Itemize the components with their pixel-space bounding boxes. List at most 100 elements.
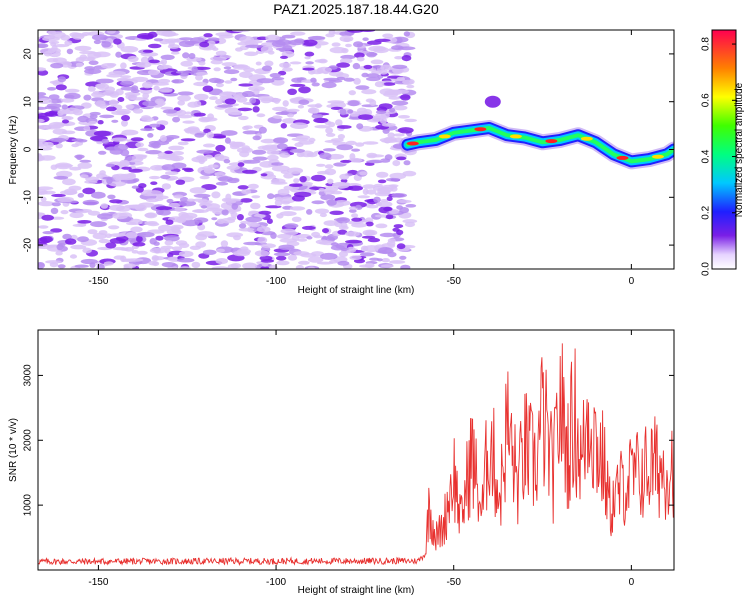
spectrogram-noise-speckle — [351, 213, 359, 219]
spectrogram-noise-speckle — [310, 77, 317, 83]
spectrogram-noise-speckle — [247, 183, 259, 190]
spectrogram-noise-speckle — [356, 56, 365, 62]
spectrogram-noise-speckle — [70, 244, 87, 250]
spectrogram-noise-speckle — [75, 62, 84, 68]
spectrogram-noise-speckle — [240, 220, 250, 225]
spectrogram-noise-speckle — [224, 137, 231, 144]
spectrogram-noise-speckle — [136, 235, 143, 243]
spectrogram-noise-speckle — [177, 91, 194, 96]
spectrogram-noise-speckle — [379, 69, 388, 75]
spectrogram-noise-speckle — [382, 128, 390, 134]
spectrogram-noise-speckle — [376, 171, 389, 178]
spectrogram-noise-speckle — [307, 104, 323, 108]
spectrogram-noise-speckle — [51, 202, 61, 207]
spectrogram-noise-speckle — [330, 106, 344, 110]
spectrogram-noise-speckle — [356, 107, 368, 114]
spectrogram-noise-speckle — [371, 65, 382, 69]
spectrogram-noise-speckle — [374, 81, 385, 88]
spectrogram-noise-speckle — [243, 159, 261, 164]
spectrogram-noise-speckle — [38, 92, 47, 97]
spectrogram-noise-speckle — [111, 110, 130, 116]
spectrogram-noise-speckle — [39, 48, 56, 54]
spectrogram-noise-speckle — [213, 67, 221, 72]
spectrogram-noise-speckle — [258, 210, 272, 215]
spectrogram-noise-speckle — [245, 44, 263, 49]
spectrogram-noise-speckle — [307, 36, 326, 40]
spectrogram-noise-speckle — [328, 30, 336, 35]
spectrogram-noise-speckle — [69, 166, 82, 171]
spectrogram-noise-speckle — [128, 168, 143, 173]
spectrogram-noise-speckle — [48, 40, 60, 45]
spectrogram-noise-speckle — [276, 143, 288, 150]
spectrogram-noise-speckle — [129, 218, 143, 225]
spectrogram-noise-speckle — [130, 226, 143, 233]
spectrogram-noise-speckle — [194, 132, 205, 138]
spectrogram-noise-speckle — [176, 257, 195, 263]
spectrogram-noise-speckle — [184, 168, 194, 173]
spectrogram-noise-speckle — [367, 40, 382, 45]
spectrogram-noise-speckle — [377, 188, 391, 195]
spectrogram-noise-speckle — [38, 186, 54, 191]
spectrogram-noise-speckle — [251, 195, 261, 199]
spectrogram-noise-speckle — [221, 62, 237, 67]
colorbar-tick-label: 0.6 — [701, 93, 712, 107]
spectrogram-noise-speckle — [391, 193, 408, 198]
spectrogram-noise-speckle — [82, 247, 92, 254]
spectrogram-noise-speckle — [140, 56, 149, 64]
spectrogram-noise-speckle — [282, 118, 297, 124]
spectrogram-noise-speckle — [319, 152, 332, 160]
spectrogram-noise-speckle — [349, 255, 362, 260]
spectrogram-noise-speckle — [178, 242, 190, 248]
spectrogram-noise-speckle — [135, 62, 152, 68]
spectrogram-noise-speckle — [274, 115, 283, 119]
spectrogram-noise-speckle — [252, 135, 261, 141]
spectrogram-noise-speckle — [207, 37, 220, 42]
spectrogram-noise-speckle — [148, 59, 160, 64]
spectrogram-noise-speckle — [77, 236, 89, 243]
snr-xtick-label: -50 — [446, 577, 461, 588]
spectrogram-noise-speckle — [158, 209, 171, 216]
spectrogram-noise-speckle — [400, 94, 411, 101]
spectrogram-noise-speckle — [38, 155, 56, 161]
spectrogram-noise-speckle — [120, 46, 139, 53]
spectrogram-noise-speckle — [136, 33, 154, 40]
spectrogram-noise-speckle — [91, 34, 108, 41]
spectrogram-ytick-label: -20 — [23, 237, 34, 252]
spectrogram-noise-speckle — [373, 46, 389, 54]
spectrogram-noise-speckle — [402, 170, 417, 177]
spectrogram-noise-speckle — [43, 124, 61, 130]
spectrogram-noise-speckle — [179, 266, 191, 269]
spectrogram-signal-peak — [545, 139, 558, 144]
spectrogram-noise-speckle — [77, 162, 93, 169]
spectrogram-noise-speckle — [273, 252, 291, 257]
spectrogram-noise-speckle — [243, 125, 253, 130]
spectrogram-noise-speckle — [215, 83, 224, 88]
spectrogram-noise-speckle — [160, 245, 174, 250]
spectrogram-noise-speckle — [245, 39, 263, 44]
spectrogram-noise-speckle — [146, 198, 159, 203]
spectrogram-noise-speckle — [324, 164, 334, 169]
spectrogram-noise-speckle — [336, 76, 346, 81]
spectrogram-noise-speckle — [354, 52, 365, 58]
spectrogram-noise-speckle — [328, 79, 343, 83]
spectrogram-noise-speckle — [240, 198, 253, 203]
spectrogram-noise-speckle — [131, 185, 139, 189]
spectrogram-noise-speckle — [69, 212, 84, 219]
spectrogram-noise-speckle — [404, 221, 416, 228]
spectrogram-noise-speckle — [159, 135, 167, 142]
spectrogram-marks — [38, 30, 674, 269]
spectrogram-noise-speckle — [83, 125, 91, 132]
spectrogram-noise-speckle — [393, 105, 408, 111]
spectrogram-noise-speckle — [223, 69, 240, 75]
spectrogram-noise-speckle — [77, 220, 92, 224]
spectrogram-noise-speckle — [339, 58, 353, 64]
spectrogram-noise-speckle — [142, 49, 154, 53]
spectrogram-noise-speckle — [180, 138, 196, 142]
spectrogram-noise-speckle — [242, 169, 258, 174]
spectrogram-noise-speckle — [307, 266, 316, 269]
spectrogram-noise-speckle — [252, 156, 268, 161]
spectrogram-noise-speckle — [132, 178, 140, 183]
spectrogram-noise-speckle — [339, 108, 347, 116]
spectrogram-noise-speckle — [77, 193, 85, 198]
spectrogram-noise-speckle — [57, 76, 67, 83]
